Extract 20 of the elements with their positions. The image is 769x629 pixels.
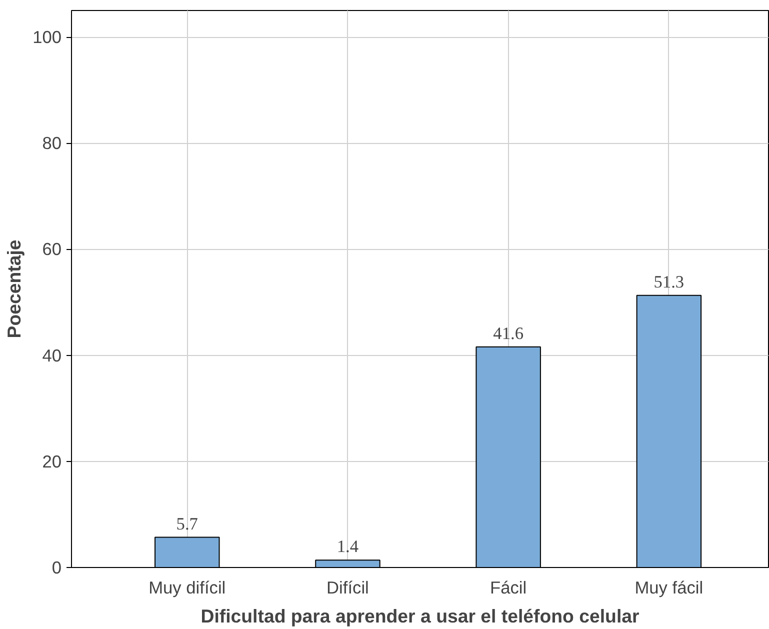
bar [476,346,541,568]
y-tick-label: 40 [42,345,62,366]
y-tick-label: 80 [42,133,62,154]
data-label: 41.6 [493,324,524,343]
data-label: 1.4 [336,537,359,556]
x-tick-label: Fácil [490,578,527,598]
data-label: 51.3 [654,272,684,292]
x-tick-label: Muy difícil [148,578,226,598]
x-axis-title: Dificultad para aprender a usar el teléfono celular [200,606,640,626]
y-tick-label: 60 [42,239,62,260]
y-tick-label: 100 [32,27,62,48]
x-tick-label: Muy fácil [634,578,704,598]
x-tick-label: Difícil [326,578,369,598]
bar [154,536,220,568]
y-tick-label: 20 [42,451,62,472]
y-tick-label: 0 [52,558,62,578]
bar [315,560,380,568]
bar [636,294,702,568]
y-axis-title: Poecentaje [4,240,25,338]
data-label: 5.7 [176,514,198,534]
